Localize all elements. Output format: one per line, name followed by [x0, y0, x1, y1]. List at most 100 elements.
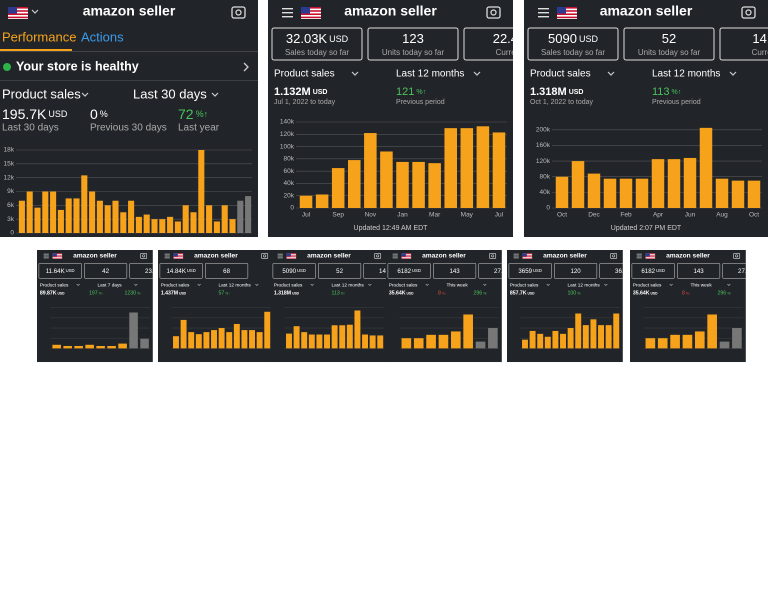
metric-selector[interactable]: Product sales [2, 86, 81, 101]
bar [413, 338, 424, 349]
camera-icon[interactable] [741, 6, 756, 19]
flag-stripe [401, 254, 412, 256]
health-status[interactable]: Your store is healthy [16, 59, 139, 73]
summary-tile[interactable] [84, 263, 128, 279]
summary-tile[interactable] [554, 263, 598, 279]
summary-tile[interactable] [719, 27, 768, 61]
camera-icon[interactable] [374, 253, 382, 259]
chevron-right [243, 62, 249, 72]
stat-value: 296%↑ [474, 291, 489, 297]
stat-value: 8%↓ [438, 291, 447, 297]
menu-icon-line [277, 257, 283, 259]
metric-selector[interactable]: Product sales [161, 282, 190, 288]
camera-icon[interactable] [231, 6, 246, 19]
period-selector[interactable]: Last 12 months [568, 282, 601, 288]
metric-selector[interactable]: Product sales [389, 282, 418, 288]
summary-tile[interactable] [677, 263, 721, 279]
period-selector[interactable]: Last 12 months [332, 282, 365, 288]
bar [218, 328, 225, 349]
tile-unit: USD [297, 268, 306, 273]
period-selector[interactable]: This week [691, 282, 713, 288]
bar [635, 178, 649, 208]
flag-stripe [8, 10, 28, 12]
metric-selector[interactable]: Product sales [274, 282, 303, 288]
bar [206, 205, 213, 233]
summary-tile[interactable] [272, 263, 316, 279]
metric-selector[interactable]: Product sales [530, 69, 591, 80]
summary-tile[interactable] [159, 263, 203, 279]
summary-tile[interactable] [623, 27, 715, 61]
period-selector[interactable]: Last 12 months [652, 69, 720, 80]
stat-label: Jul 1, 2022 to today [274, 99, 336, 106]
x-tick-label: Aug [716, 212, 728, 219]
summary-tile[interactable] [599, 263, 643, 279]
camera-icon[interactable] [610, 253, 618, 259]
bar [129, 312, 138, 349]
stat-value: 195.7K USD [2, 106, 68, 122]
stat-unit: USD [313, 89, 328, 96]
period-selector[interactable]: Last 12 months [396, 69, 464, 80]
updated-footer: Updated 2:07 PM EDT [611, 225, 682, 232]
summary-tile[interactable] [631, 263, 675, 279]
tile-number: 123 [402, 31, 424, 46]
dropdown-chevron [727, 283, 731, 286]
stat-unit: USD [407, 291, 415, 295]
camera-lens [491, 254, 495, 258]
bar [85, 344, 94, 349]
summary-tile[interactable] [38, 263, 82, 279]
menu-icon-line [636, 253, 642, 255]
summary-tile[interactable] [205, 263, 249, 279]
tile-value: 23.6 [145, 267, 158, 274]
summary-tile[interactable] [433, 263, 477, 279]
camera-icon[interactable] [486, 6, 501, 19]
camera-icon[interactable] [140, 253, 148, 259]
tile-value: 36.2 [615, 267, 628, 274]
period-selector[interactable]: Last 30 days [133, 86, 207, 101]
tab[interactable]: Performance [2, 29, 76, 44]
period-selector[interactable]: This week [447, 282, 469, 288]
flag-stripe [173, 253, 184, 255]
dropdown-chevron [351, 71, 359, 76]
period-selector[interactable]: Last 12 months [219, 282, 252, 288]
bar [140, 338, 149, 349]
summary-tile[interactable] [363, 263, 407, 279]
camera-icon[interactable] [261, 253, 269, 259]
camera-icon[interactable] [733, 253, 741, 259]
metric-selector[interactable]: Product sales [40, 282, 69, 288]
tile-number: 120 [570, 267, 581, 274]
bar [26, 191, 33, 233]
menu-icon-line [513, 253, 519, 255]
summary-tile[interactable] [318, 263, 362, 279]
y-tick-label: 200k [536, 127, 551, 134]
summary-tile[interactable] [478, 263, 522, 279]
summary-tile[interactable] [129, 263, 173, 279]
summary-tile[interactable] [527, 27, 619, 61]
tile-number: 14.84K [167, 267, 187, 274]
bar [315, 194, 329, 208]
x-tick-label: Jul [495, 212, 504, 219]
metric-selector[interactable]: Product sales [510, 282, 539, 288]
summary-tile[interactable] [387, 263, 431, 279]
stat-number: 1230 [125, 291, 137, 297]
flag-stripe [645, 253, 656, 255]
summary-tile[interactable] [508, 263, 552, 279]
summary-tile[interactable] [463, 27, 554, 61]
summary-tile[interactable] [722, 263, 766, 279]
bar [369, 335, 376, 349]
flag-stripe [401, 257, 412, 259]
tab[interactable]: Actions [81, 29, 124, 44]
y-tick-label: 60k [284, 168, 295, 175]
flag-stripe [286, 253, 297, 255]
app-title: amazon seller [600, 3, 693, 19]
camera-icon[interactable] [489, 253, 497, 259]
metric-selector[interactable]: Product sales [274, 69, 335, 80]
tile-number: 14.9 [379, 267, 392, 274]
summary-tile[interactable] [271, 27, 363, 61]
summary-tile[interactable] [367, 27, 459, 61]
period-selector[interactable]: Last 7 days [98, 282, 123, 288]
flag-canton [557, 7, 566, 14]
bar [670, 334, 680, 349]
bar [299, 195, 313, 208]
metric-selector[interactable]: Product sales [633, 282, 662, 288]
